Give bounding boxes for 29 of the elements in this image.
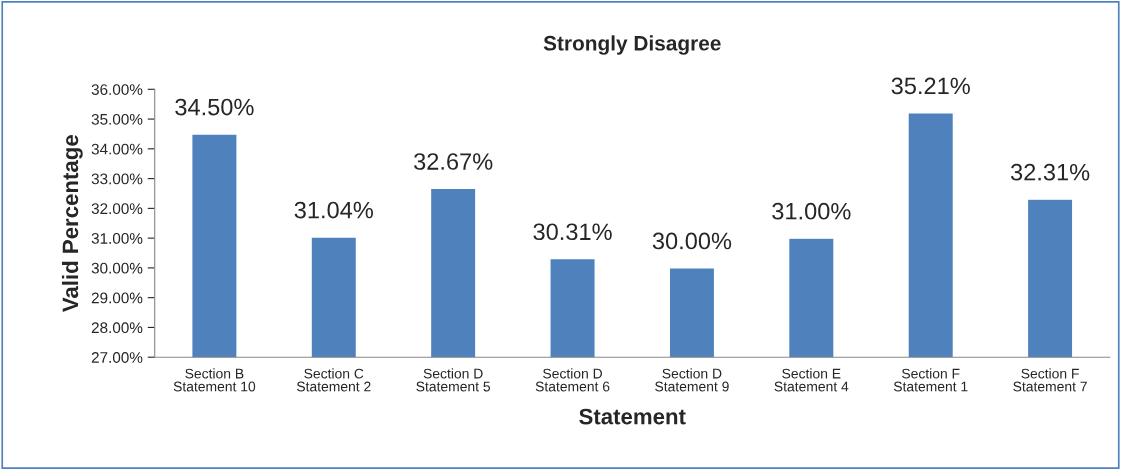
y-tick-label: 31.00% (91, 233, 143, 244)
data-label: 30.31% (533, 223, 612, 241)
y-tick-label: 30.00% (91, 262, 143, 274)
x-tick-label: Section C Statement 2 (296, 368, 371, 392)
x-axis-title: Statement (579, 408, 686, 425)
data-label: 32.31% (1010, 163, 1090, 181)
y-tick-label: 35.00% (91, 113, 143, 125)
x-tick-label: Section F Statement 7 (1013, 368, 1087, 392)
y-tick-label: 34.00% (91, 143, 143, 155)
data-label: 34.50% (175, 98, 254, 116)
x-tick-label: Section E Statement 4 (774, 368, 849, 392)
x-tick-label: Section B Statement 10 (173, 368, 256, 392)
data-label: 31.00% (772, 202, 851, 220)
x-tick-label: Section D Statement 6 (535, 368, 610, 392)
y-tick-label: 29.00% (91, 292, 143, 304)
x-tick-label: Section D Statement 9 (655, 368, 729, 392)
x-tick-label: Section D Statement 5 (416, 368, 491, 392)
data-label: 32.67% (414, 153, 493, 170)
data-label: 35.21% (891, 77, 970, 95)
y-tick-label: 28.00% (91, 322, 143, 334)
y-tick-label: 27.00% (91, 352, 143, 363)
chart-title: Strongly Disagree (543, 35, 721, 55)
y-tick-label: 32.00% (91, 203, 143, 215)
y-tick-label: 33.00% (91, 173, 143, 185)
data-label: 30.00% (652, 232, 732, 250)
y-tick-label: 36.00% (91, 84, 143, 95)
y-axis-title: Valid Percentage (61, 135, 83, 313)
data-label: 31.04% (294, 201, 373, 219)
x-tick-label: Section F Statement 1 (893, 368, 968, 392)
